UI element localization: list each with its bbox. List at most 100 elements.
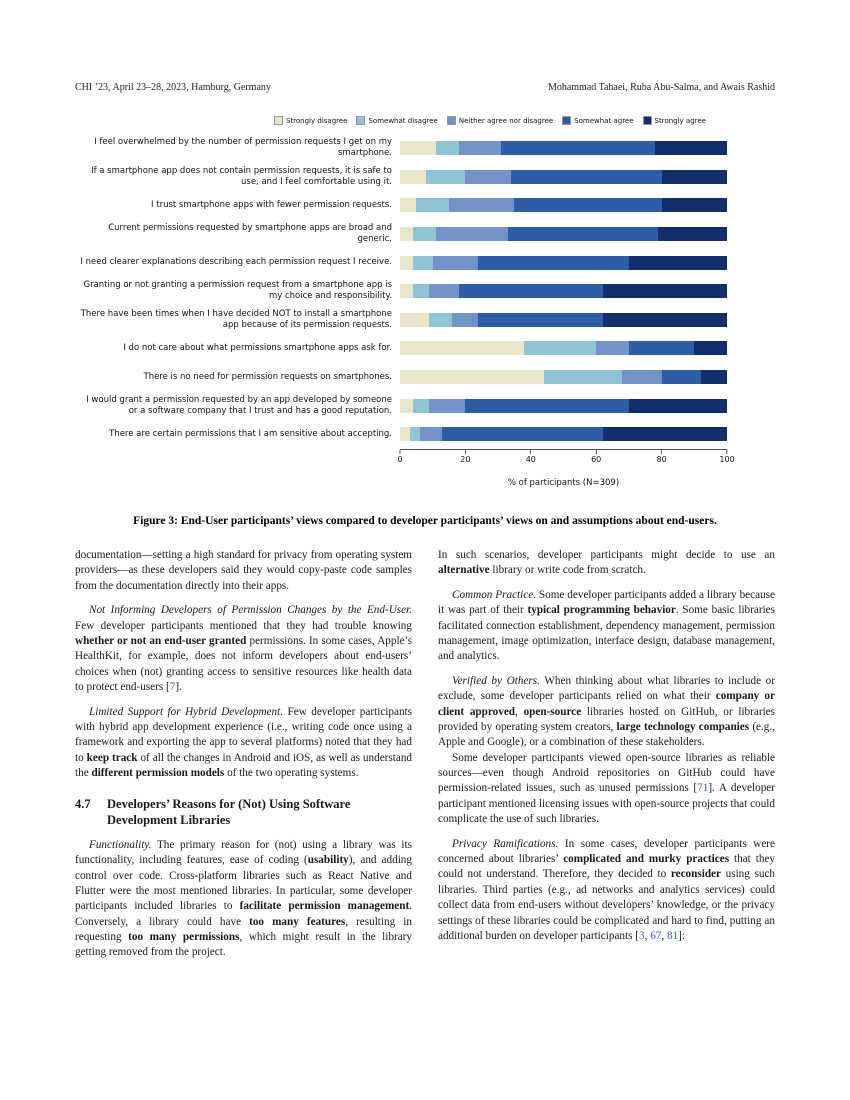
- x-axis: 0 20 40 60 80 100: [397, 448, 735, 467]
- legend-label: Somewhat disagree: [368, 116, 438, 125]
- x-axis-label-row: % of participants (N=309): [400, 470, 727, 489]
- text-run: permissions. In some cases, Apple’s Heal…: [75, 634, 412, 694]
- tick-label: 20: [460, 454, 471, 464]
- text-run: (e.g., Apple and Google), or a combinati…: [438, 720, 775, 749]
- x-axis-label: % of participants (N=309): [507, 477, 620, 488]
- text-run: of the two operating systems.: [224, 767, 359, 780]
- bar-segment: [628, 341, 695, 356]
- bar-segment: [400, 427, 410, 442]
- legend-swatch: [273, 116, 283, 125]
- tick-mark: [464, 449, 466, 454]
- text-run: ,: [661, 929, 667, 942]
- section-title: Developers’ Reasons for (Not) Using Soft…: [107, 797, 351, 828]
- tick-label: 40: [525, 454, 536, 464]
- paragraph: In such scenarios, developer participant…: [438, 548, 775, 579]
- text-run: ), and adding control over code. Cross-p…: [75, 854, 412, 913]
- chart-rows: I feel overwhelmed by the number of perm…: [75, 134, 727, 449]
- text-run: usability: [307, 854, 349, 867]
- stacked-bar: [400, 198, 727, 213]
- category-label: I do not care about what permissions sma…: [123, 342, 392, 353]
- bar-segment: [507, 227, 659, 242]
- citation-link[interactable]: 3: [639, 929, 645, 942]
- citation-link[interactable]: 7: [169, 681, 176, 694]
- legend-label: Somewhat agree: [574, 116, 634, 125]
- legend-label: Neither agree nor disagree: [458, 116, 554, 125]
- text-run: In some cases, developer participants we…: [438, 837, 775, 866]
- bar-segment: [442, 427, 603, 442]
- text-run: Not Informing Developers of Permission C…: [89, 604, 412, 617]
- right-column: In such scenarios, developer participant…: [438, 548, 775, 961]
- bar-segment: [400, 312, 430, 327]
- bar-segment: [501, 141, 656, 156]
- text-run: ,: [515, 705, 524, 718]
- text-run: typical programming behavior: [527, 604, 676, 617]
- bar-segment: [465, 169, 512, 184]
- tick-mark: [399, 449, 401, 454]
- citation-link[interactable]: 81: [666, 929, 679, 942]
- citation-link[interactable]: 71: [697, 782, 709, 795]
- text-run: whether or not an end-user granted: [75, 634, 247, 647]
- bar-segment: [658, 227, 727, 242]
- legend-swatch: [562, 116, 572, 125]
- authors-running-head: Mohammad Tahaei, Ruba Abu-Salma, and Awa…: [547, 82, 775, 93]
- section-heading: 4.7 Developers’ Reasons for (Not) Using S…: [75, 797, 412, 828]
- text-run: . Conversely, a library could have: [75, 900, 412, 928]
- axis-tick: 60: [591, 449, 602, 464]
- page-header: CHI ’23, April 23–28, 2023, Hamburg, Ger…: [75, 82, 775, 93]
- text-run: When thinking about what libraries to in…: [438, 674, 776, 703]
- bar-segment: [400, 227, 414, 242]
- bar-segment: [413, 398, 430, 413]
- text-run: complicated and murky practices: [563, 853, 730, 866]
- text-run: , resulting in requesting: [75, 915, 412, 944]
- likert-chart: Strongly disagree Somewhat disagree Neithe…: [75, 116, 735, 489]
- stacked-bar: [400, 284, 727, 299]
- bar-segment: [602, 284, 727, 299]
- text-run: Functionality.: [89, 838, 152, 851]
- bar-segment: [400, 141, 436, 156]
- tick-label: 0: [397, 454, 403, 464]
- citation-link[interactable]: 67: [650, 929, 662, 942]
- text-run: Few developer participants mentioned tha…: [75, 619, 412, 632]
- category-label: There is no need for permission requests…: [143, 371, 393, 382]
- left-column: documentation—setting a high standard fo…: [75, 548, 412, 961]
- paragraph: Not Informing Developers of Permission C…: [75, 603, 412, 695]
- chart-row: I need clearer explanations describing e…: [75, 248, 727, 277]
- section-number: 4.7: [75, 797, 91, 812]
- chart-row: There have been times when I have decide…: [75, 306, 727, 335]
- paragraph: Privacy Ramifications. In some cases, de…: [438, 837, 775, 945]
- text-run: Some developer participants added a libr…: [438, 588, 775, 617]
- body-columns: documentation—setting a high standard fo…: [75, 548, 775, 961]
- text-run: using such libraries. Third parties (e.g…: [438, 868, 775, 942]
- stacked-bar: [400, 341, 727, 356]
- text-run: facilitate permission management: [239, 900, 410, 913]
- chart-row: I feel overwhelmed by the number of perm…: [75, 134, 727, 163]
- chart-row: Granting or not granting a permission re…: [75, 277, 727, 306]
- category-label: I feel overwhelmed by the number of perm…: [94, 137, 392, 159]
- stacked-bar: [400, 227, 727, 242]
- tick-label: 100: [719, 454, 735, 464]
- bar-segment: [596, 341, 629, 356]
- tick-label: 80: [656, 454, 667, 464]
- bar-segment: [543, 370, 623, 385]
- bar-segment: [465, 398, 629, 413]
- tick-label: 60: [591, 454, 602, 464]
- category-label: Current permissions requested by smartph…: [108, 223, 392, 245]
- text-run: ]:: [678, 929, 685, 942]
- category-label: If a smartphone app does not contain per…: [91, 165, 392, 187]
- text-run: Few developer participants with hybrid a…: [75, 705, 413, 764]
- text-run: Limited Support for Hybrid Development.: [89, 705, 284, 718]
- bar-segment: [419, 427, 443, 442]
- chart-row: If a smartphone app does not contain per…: [75, 163, 727, 192]
- bar-segment: [511, 169, 662, 184]
- bar-segment: [400, 198, 417, 213]
- bar-segment: [400, 169, 427, 184]
- tick-mark: [530, 449, 532, 454]
- chart-row: I trust smartphone apps with fewer permi…: [75, 191, 727, 220]
- stacked-bar: [400, 427, 727, 442]
- paragraph: Limited Support for Hybrid Development. …: [75, 705, 412, 782]
- text-run: library or write code from scratch.: [489, 564, 646, 577]
- text-run: documentation—setting a high standard fo…: [75, 549, 412, 592]
- bar-segment: [661, 198, 727, 213]
- text-run: Privacy Ramifications.: [452, 837, 559, 850]
